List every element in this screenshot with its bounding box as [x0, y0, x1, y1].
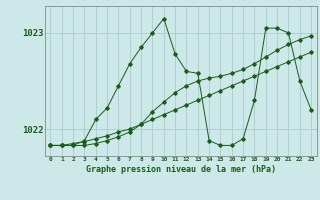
X-axis label: Graphe pression niveau de la mer (hPa): Graphe pression niveau de la mer (hPa) — [86, 165, 276, 174]
